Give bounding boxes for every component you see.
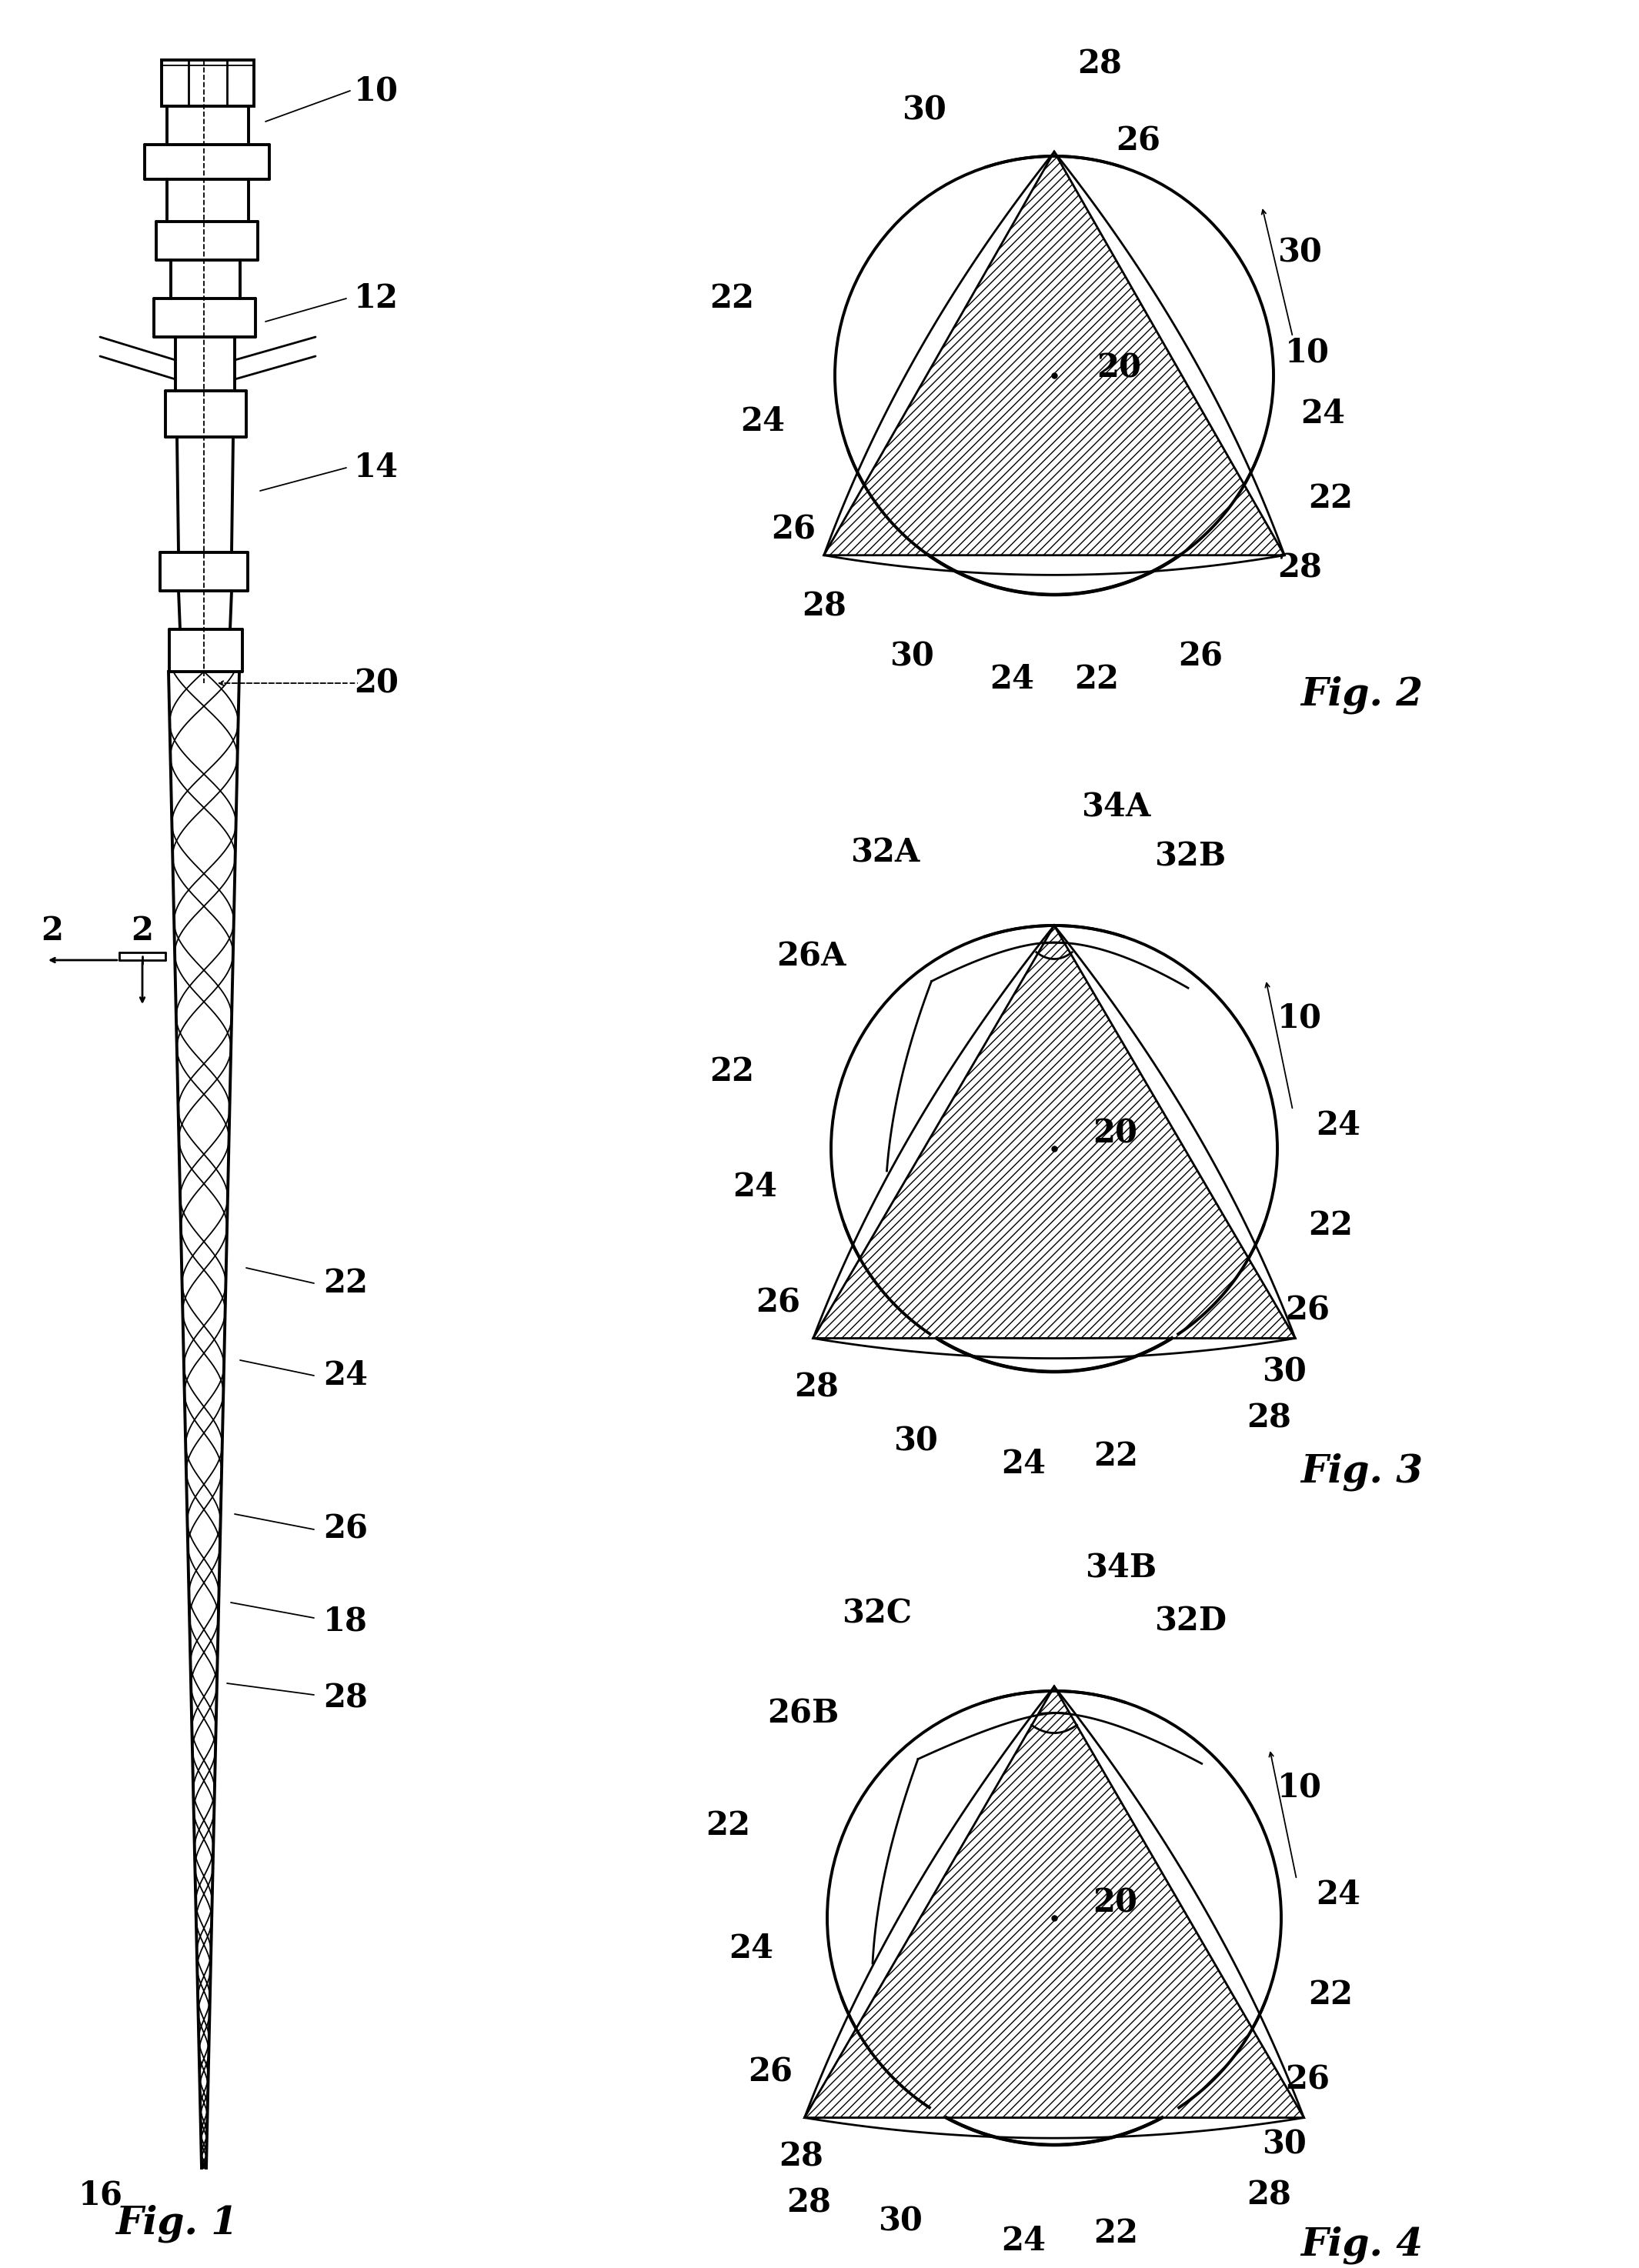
Text: 30: 30 [1262, 1356, 1306, 1388]
Text: 26A: 26A [777, 941, 846, 973]
Text: Fig. 3: Fig. 3 [1301, 1454, 1423, 1490]
Text: 26: 26 [1178, 640, 1223, 671]
Text: 24: 24 [729, 1932, 774, 1964]
Text: 30: 30 [1262, 2130, 1306, 2161]
Text: 22: 22 [1093, 2218, 1137, 2250]
Text: 26B: 26B [767, 1699, 839, 1730]
Text: 24: 24 [1001, 1447, 1046, 1481]
Text: 32B: 32B [1154, 839, 1226, 873]
Text: 24: 24 [1316, 1878, 1360, 1912]
Text: 20: 20 [354, 667, 398, 699]
Text: 26: 26 [747, 2055, 793, 2089]
Polygon shape [813, 925, 1295, 1338]
Text: 26: 26 [770, 513, 816, 547]
Text: 24: 24 [733, 1170, 777, 1204]
Text: 30: 30 [901, 93, 946, 127]
Polygon shape [824, 152, 1285, 556]
Text: 34B: 34B [1085, 1551, 1157, 1583]
Text: 22: 22 [1308, 1978, 1352, 2012]
Text: 24: 24 [1316, 1109, 1360, 1141]
Text: 22: 22 [710, 1055, 754, 1089]
Text: Fig. 2: Fig. 2 [1301, 676, 1423, 714]
Text: 28: 28 [1277, 551, 1323, 583]
Text: 22: 22 [706, 1810, 751, 1842]
Text: 30: 30 [893, 1424, 938, 1456]
Text: 26: 26 [756, 1286, 800, 1318]
Text: 26: 26 [1285, 2064, 1329, 2096]
Polygon shape [805, 1687, 1305, 2118]
Text: 30: 30 [879, 2207, 923, 2239]
Text: 30: 30 [1277, 236, 1323, 268]
Text: 20: 20 [1096, 352, 1141, 383]
Text: 28: 28 [1077, 48, 1121, 79]
Text: 34A: 34A [1082, 789, 1151, 823]
Text: 22: 22 [1093, 1440, 1137, 1472]
Text: 24: 24 [990, 662, 1034, 696]
Text: 24: 24 [1001, 2225, 1046, 2257]
Text: 28: 28 [1247, 1402, 1292, 1433]
Text: 28: 28 [1247, 2180, 1292, 2211]
Text: 12: 12 [354, 281, 398, 315]
Text: 22: 22 [323, 1268, 367, 1300]
Text: 18: 18 [323, 1606, 367, 1637]
Text: 2: 2 [131, 914, 154, 948]
Text: 32A: 32A [851, 837, 919, 869]
Text: 28: 28 [779, 2141, 823, 2173]
Text: 26: 26 [1285, 1295, 1329, 1327]
Text: 24: 24 [323, 1359, 367, 1393]
Text: 22: 22 [1074, 662, 1119, 696]
Text: 16: 16 [79, 2180, 123, 2211]
Text: 32C: 32C [842, 1599, 911, 1631]
Text: 32D: 32D [1154, 1606, 1226, 1637]
Text: 28: 28 [801, 590, 846, 621]
Text: 28: 28 [795, 1370, 839, 1404]
Text: 14: 14 [354, 451, 398, 483]
Text: 22: 22 [1308, 1209, 1352, 1241]
Text: 20: 20 [1093, 1118, 1137, 1150]
Text: Fig. 1: Fig. 1 [116, 2204, 238, 2243]
Text: 2: 2 [41, 914, 64, 948]
Text: 10: 10 [1277, 1771, 1323, 1803]
Text: 10: 10 [1285, 336, 1329, 367]
Text: 28: 28 [787, 2186, 831, 2218]
Text: 24: 24 [1300, 397, 1346, 431]
Text: 30: 30 [890, 640, 934, 671]
Text: 10: 10 [1277, 1002, 1323, 1034]
Text: 22: 22 [710, 281, 754, 315]
Text: 10: 10 [354, 75, 398, 107]
Text: 20: 20 [1093, 1887, 1137, 1919]
Text: 26: 26 [323, 1513, 367, 1545]
Text: Fig. 4: Fig. 4 [1301, 2225, 1423, 2263]
Text: 24: 24 [741, 406, 785, 438]
Text: 22: 22 [1308, 483, 1352, 515]
Text: 28: 28 [323, 1683, 367, 1715]
Text: 26: 26 [1116, 125, 1160, 156]
